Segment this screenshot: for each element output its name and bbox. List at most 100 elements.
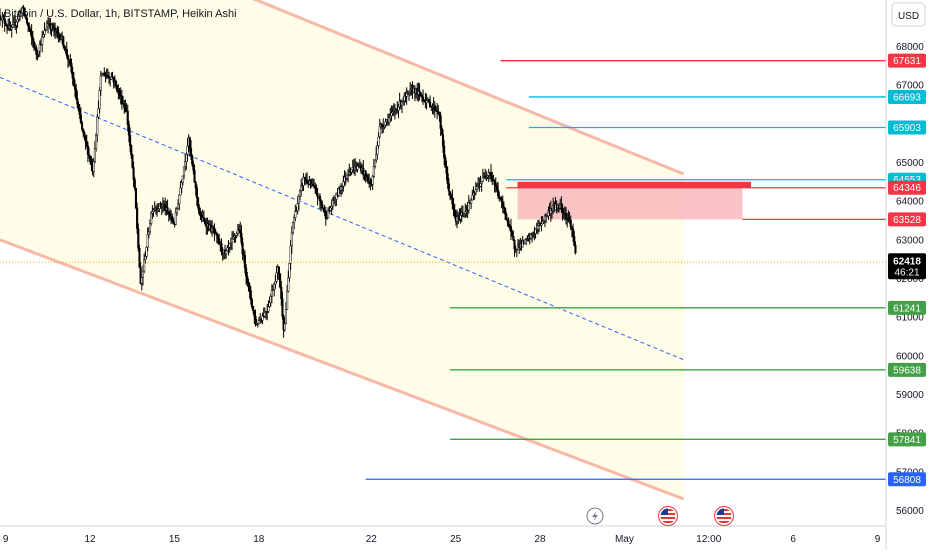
- candle-body: [130, 145, 133, 156]
- candle-body: [572, 228, 575, 237]
- candle-body: [194, 181, 197, 188]
- candle-body: [62, 36, 65, 47]
- candle-body: [277, 266, 280, 274]
- currency-button[interactable]: USD: [891, 2, 926, 27]
- us-flag-icon[interactable]: [714, 506, 734, 526]
- channel-fill: [0, 0, 684, 499]
- candle-body: [4, 23, 7, 26]
- us-flag-icon[interactable]: [658, 506, 678, 526]
- candle-body: [82, 128, 85, 133]
- candle-body: [448, 191, 452, 196]
- candle-body: [100, 74, 104, 77]
- candle-body: [230, 238, 234, 243]
- candle-body: [377, 136, 380, 146]
- candle-body: [369, 181, 372, 184]
- price-level-badge: [888, 180, 926, 195]
- candle-body: [445, 167, 448, 174]
- candle-body: [10, 27, 13, 30]
- candle-body: [509, 226, 513, 232]
- y-tick-label: 56000: [896, 506, 924, 517]
- candle-body: [123, 103, 126, 108]
- candle-body: [245, 267, 248, 277]
- candle-body: [129, 135, 132, 146]
- candle-body: [439, 115, 442, 129]
- candle-body: [213, 229, 216, 234]
- price-level-badge-label: 67631: [893, 56, 921, 67]
- candle-body: [0, 15, 2, 19]
- candle-body: [15, 21, 18, 26]
- candle-body: [166, 207, 169, 212]
- price-level-badge-label: 64346: [893, 183, 921, 194]
- candle-body: [451, 197, 454, 205]
- candle-body: [171, 216, 174, 222]
- candle-body: [215, 232, 218, 236]
- candle-body: [146, 234, 149, 248]
- candle-body: [270, 290, 273, 297]
- candle-body: [281, 298, 284, 317]
- candle-body: [491, 175, 494, 180]
- candle-body: [419, 92, 422, 96]
- y-tick-label: 64000: [896, 197, 924, 208]
- candle-body: [298, 190, 302, 197]
- candle-body: [350, 169, 353, 173]
- channel-lower-line: [0, 238, 685, 501]
- currency-button-frame: [891, 2, 926, 27]
- candle-body: [443, 145, 446, 159]
- candle-body: [43, 30, 46, 35]
- candle-body: [390, 112, 393, 117]
- price-level-badge: [888, 472, 926, 487]
- candle-body: [25, 17, 29, 24]
- candle-body: [42, 34, 45, 38]
- candle-body: [147, 231, 150, 236]
- candle-body: [275, 272, 278, 282]
- current-price-label: 62418: [893, 256, 921, 267]
- channel-midline: [0, 76, 684, 361]
- candle-body: [507, 220, 510, 226]
- candle-body: [288, 263, 291, 279]
- price-level-badge: [888, 432, 926, 447]
- candle-body: [199, 213, 202, 216]
- candle-body: [212, 227, 215, 231]
- candle-body: [248, 284, 251, 291]
- candle-body: [492, 179, 495, 182]
- x-tick-label: 9: [3, 534, 9, 545]
- candle-body: [267, 306, 270, 312]
- candle-body: [427, 98, 430, 102]
- candle-body: [324, 210, 327, 219]
- candle-body: [453, 209, 456, 217]
- candle-body: [249, 290, 252, 300]
- chart-title: Bitcoin / U.S. Dollar, 1h, BITSTAMP, Hei…: [4, 8, 237, 20]
- candle-body: [573, 236, 576, 246]
- candle-body: [289, 245, 292, 264]
- candle-body: [452, 203, 455, 211]
- candle-body: [286, 290, 289, 310]
- candle-body: [306, 179, 309, 183]
- price-level-badge: [888, 120, 926, 135]
- candle-body: [490, 171, 493, 176]
- candle-body: [89, 155, 92, 163]
- candle-body: [28, 25, 31, 30]
- candle-body: [447, 183, 450, 192]
- levels-layer: [0, 60, 886, 480]
- candle-body: [193, 169, 196, 183]
- candle-body: [58, 35, 61, 40]
- price-level-badge: [888, 300, 926, 315]
- price-level-badge: [888, 89, 926, 104]
- candle-body: [167, 211, 170, 215]
- candle-body: [85, 141, 88, 147]
- candle-body: [188, 137, 191, 149]
- lightning-icon[interactable]: [586, 507, 604, 525]
- candle-body: [79, 114, 82, 123]
- candle-body: [75, 89, 78, 99]
- candle-body: [480, 181, 483, 184]
- x-tick-label: 9: [875, 534, 881, 545]
- candle-body: [198, 206, 201, 214]
- candle-body: [232, 236, 235, 240]
- candle-body: [189, 147, 193, 156]
- candle-body: [186, 145, 189, 155]
- candle-body: [515, 249, 518, 251]
- candle-body: [364, 170, 367, 177]
- x-tick-label: 28: [534, 534, 546, 545]
